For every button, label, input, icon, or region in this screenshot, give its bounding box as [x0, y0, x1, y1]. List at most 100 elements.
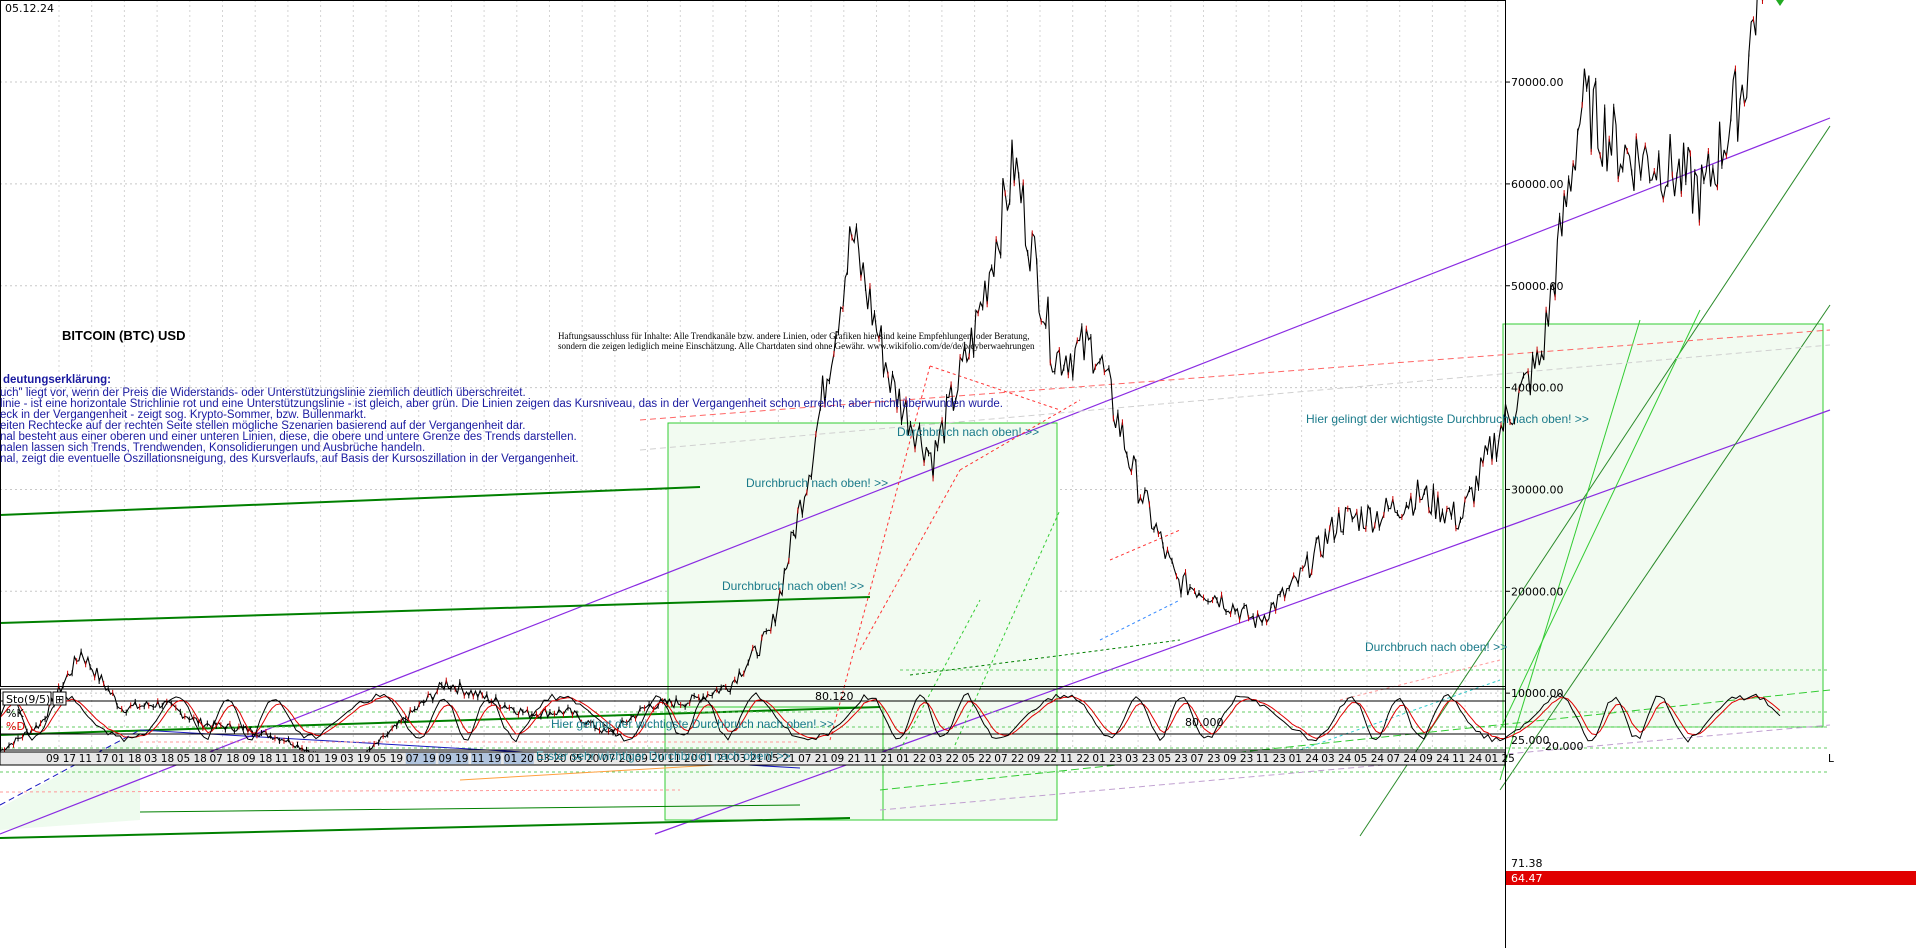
time-label: 07 19 — [406, 753, 436, 765]
trend-line — [1299, 679, 1501, 751]
osc-d-line — [0, 695, 1781, 740]
trend-line — [859, 469, 961, 651]
time-label: 07 21 — [798, 753, 828, 765]
time-highlight — [503, 753, 534, 764]
time-label: 07 24 — [1387, 753, 1417, 765]
y-tick-label: 50000.00 — [1511, 280, 1564, 293]
time-label: 09 19 — [438, 753, 468, 765]
y-tick-label: 10000.00 — [1511, 687, 1564, 700]
time-label: 11 24 — [1452, 753, 1482, 765]
time-label: 09 20 — [635, 753, 665, 765]
trend-line — [139, 804, 801, 813]
y-tick-label: 70000.00 — [1511, 76, 1564, 89]
chart-title: BITCOIN (BTC) USD — [62, 328, 186, 343]
osc-k-value: 71.38 — [1511, 857, 1543, 870]
time-label: 09 21 — [831, 753, 861, 765]
annotation-label: Erster sehr wichtiger Durchbruch nach ob… — [536, 749, 791, 763]
time-label: 05 22 — [962, 753, 992, 765]
annotation-label: Durchbruch nach oben! >> — [897, 425, 1039, 439]
time-label: 03 22 — [929, 753, 959, 765]
time-label: 05 19 — [373, 753, 403, 765]
time-label: 11 20 — [667, 753, 697, 765]
time-label: 01 21 — [700, 753, 730, 765]
legend-line: nalen lassen sich Trends, Trendwenden, K… — [0, 442, 425, 454]
osc-name: Sto(9/5) — [6, 693, 50, 706]
trend-line — [829, 365, 931, 741]
osc-misc-label: 80.120 — [815, 690, 854, 703]
trend-line — [959, 399, 1081, 471]
time-label: 03 24 — [1321, 753, 1351, 765]
trend-line — [0, 729, 141, 806]
trend-line — [879, 724, 1831, 811]
time-highlight — [471, 753, 502, 764]
osc-k-label: %K — [6, 707, 24, 720]
y-tick-label: 30000.00 — [1511, 483, 1564, 496]
shade-2017 — [0, 730, 140, 830]
trend-line — [0, 486, 701, 516]
trend-line — [1499, 309, 1701, 731]
legend-line: nal besteht aus einer oberen und einer u… — [0, 431, 577, 443]
annotation-label: Durchbruch nach oben! >> — [746, 476, 888, 490]
time-label: 07 18 — [210, 753, 240, 765]
trend-line — [954, 509, 1061, 746]
time-label: 03 19 — [340, 753, 370, 765]
scenario-rect — [1502, 323, 1824, 728]
trend-line — [0, 596, 871, 624]
y-tick-label: 20000.00 — [1511, 585, 1564, 598]
disclaimer-line-2: sondern die zeigen lediglich meine Einsc… — [558, 341, 1035, 351]
legend-line: nal, zeigt die eventuelle Oszillationsne… — [0, 453, 579, 465]
time-label: 01 19 — [308, 753, 338, 765]
text-layer: 05.12.24 BITCOIN (BTC) USD Haftungsausschl… — [0, 0, 1784, 763]
time-label: 03 23 — [1125, 753, 1155, 765]
time-highlight — [405, 753, 436, 764]
osc-level-high: 80.000 — [1185, 716, 1224, 729]
osc-name-box — [2, 691, 52, 706]
trend-line — [929, 365, 1061, 411]
osc-add-button — [52, 691, 67, 706]
time-label: 09 22 — [1027, 753, 1057, 765]
osc-axis-label: 25.000 — [1511, 734, 1550, 747]
annotation-label: Durchbruch nach oben! >> — [722, 579, 864, 593]
time-highlight — [438, 753, 469, 764]
time-label: 09 24 — [1419, 753, 1449, 765]
time-label: 05 20 — [569, 753, 599, 765]
trend-line — [879, 689, 1831, 791]
osc-k-tag — [1506, 858, 1916, 872]
annotation-label: Durchbruch nach oben! >> — [1365, 640, 1507, 654]
time-label: 03 18 — [144, 753, 174, 765]
trend-line — [899, 599, 981, 751]
annotation-label: Hier gelingt der wichtigste Durchbruch n… — [1306, 412, 1589, 426]
time-label: 05 18 — [177, 753, 207, 765]
time-label: 01 18 — [111, 753, 141, 765]
trend-line — [1359, 125, 1831, 837]
osc-d-tag — [1506, 871, 1916, 885]
time-label: 09 18 — [242, 753, 272, 765]
time-label: 01 22 — [896, 753, 926, 765]
annotation-label: Hier gelingt der wichtigste Durchbruch n… — [551, 717, 834, 731]
time-label: 09 17 — [46, 753, 76, 765]
time-label: 03 20 — [537, 753, 567, 765]
trend-line — [1499, 304, 1831, 791]
time-label: 01 24 — [1289, 753, 1319, 765]
time-label: 01 20 — [504, 753, 534, 765]
time-label: 11 18 — [275, 753, 305, 765]
oscillator-layer: Sto(9/5) ⊞ %K%D 80.000 20.000 80.120 — [0, 690, 1781, 753]
legend-line: eck in der Vergangenheit - zeigt sog. Kr… — [0, 409, 366, 421]
time-label: 03 21 — [733, 753, 763, 765]
trend-line — [0, 817, 851, 839]
time-label: 07 22 — [994, 753, 1024, 765]
time-axis-bar — [0, 751, 1506, 766]
osc-k-line — [0, 692, 1781, 743]
legend-line: uch" liegt vor, wenn der Preis die Wider… — [0, 387, 526, 399]
osc-d-value: 64.47 — [1511, 872, 1543, 885]
time-label: 05 23 — [1158, 753, 1188, 765]
trend-line — [0, 789, 681, 793]
trend-line — [1339, 659, 1501, 701]
legend-line: linie - ist eine horizontale Strichlinie… — [0, 398, 1003, 410]
trend-line — [1109, 529, 1181, 561]
time-label: 11 21 — [864, 753, 894, 765]
disclaimer-line-1: Haftungsausschluss für Inhalte: Alle Tre… — [558, 331, 1030, 341]
y-tick-label: 40000.00 — [1511, 382, 1564, 395]
trend-line — [639, 344, 1831, 451]
